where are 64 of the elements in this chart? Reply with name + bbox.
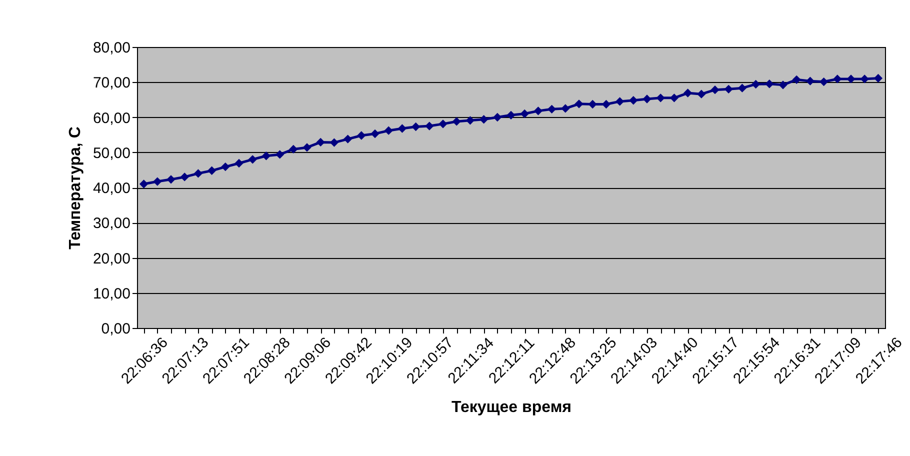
y-tick-label: 30,00 [92,215,130,232]
point [751,80,760,89]
point [710,86,720,94]
point [330,138,339,147]
point [683,88,692,98]
point [860,74,869,84]
point [262,152,271,160]
y-tick-label: 20,00 [92,250,130,268]
point [765,80,774,88]
point [670,94,679,102]
point [846,74,856,84]
point [425,122,434,130]
point [833,74,842,84]
point [697,90,706,98]
y-axis-title: Температура, С [66,126,84,250]
point [248,155,257,164]
point [738,84,747,92]
y-tick-label: 40,00 [92,180,130,197]
point [398,124,407,133]
point [289,144,298,154]
point [316,138,325,147]
point [493,112,502,122]
point [411,122,420,132]
point [792,75,801,84]
point [343,134,352,144]
point [629,96,638,105]
point [384,126,393,135]
point [194,169,203,178]
point [221,162,230,172]
point [574,100,584,108]
point [466,116,475,125]
point [724,84,733,94]
point [561,104,570,113]
point [357,131,366,140]
y-tick-label: 70,00 [92,74,130,92]
point [207,166,216,175]
point [642,94,652,104]
y-tick-label: 0,00 [101,320,130,338]
y-tick-label: 50,00 [92,144,130,162]
point [139,180,148,188]
point [452,117,461,126]
point [534,106,543,116]
point [275,150,284,159]
point [370,129,380,138]
x-axis-title: Текущее время [452,398,572,416]
point [874,74,883,83]
point [615,97,624,106]
point [778,80,788,90]
point [479,115,488,124]
point [180,172,189,182]
y-tick-label: 60,00 [92,110,130,127]
point [234,158,244,168]
y-tick-label: 10,00 [92,285,130,302]
point [588,100,597,109]
point [438,120,448,128]
point [153,177,162,186]
point [520,109,529,118]
point [302,143,312,152]
point [506,110,516,120]
y-tick-label: 80,00 [92,40,130,56]
point [166,175,176,184]
point [656,94,665,102]
point [819,77,828,86]
point [547,104,556,114]
